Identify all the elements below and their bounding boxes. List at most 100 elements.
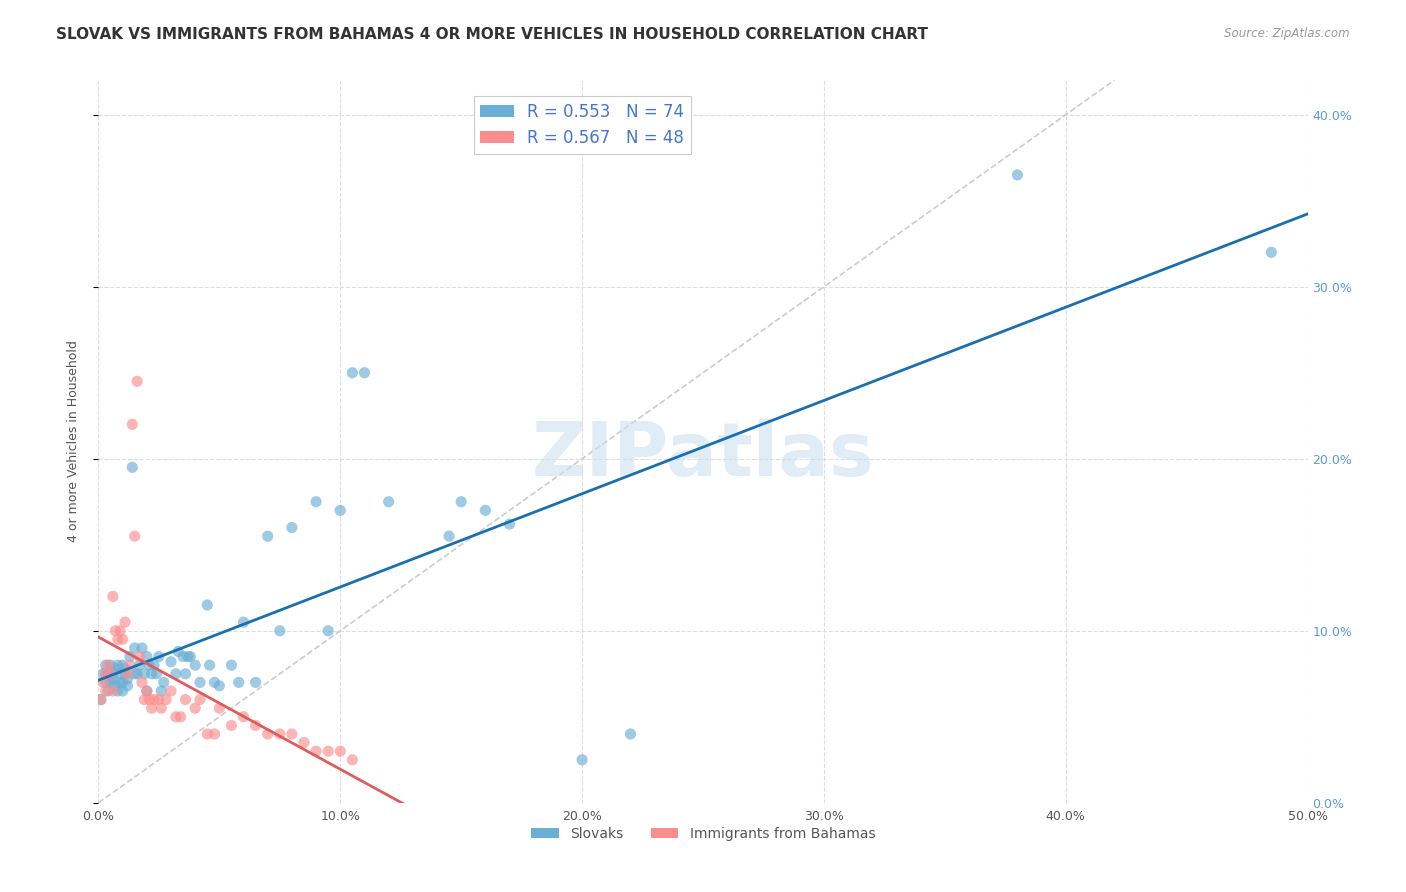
Point [174, 692, 197, 706]
Point [316, 744, 339, 758]
Point [91, 666, 114, 681]
Point [221, 658, 243, 673]
Point [184, 658, 207, 673]
Point [141, 666, 163, 681]
Point [128, 649, 150, 664]
Point [131, 640, 153, 655]
Point [179, 649, 201, 664]
Point [450, 494, 472, 508]
Text: SLOVAK VS IMMIGRANTS FROM BAHAMAS 4 OR MORE VEHICLES IN HOUSEHOLD CORRELATION CH: SLOVAK VS IMMIGRANTS FROM BAHAMAS 4 OR M… [56, 27, 928, 42]
Point [377, 494, 399, 508]
Point [1007, 168, 1029, 182]
Point [150, 701, 173, 715]
Point [108, 675, 131, 690]
Point [117, 672, 139, 686]
Point [329, 744, 352, 758]
Text: Source: ZipAtlas.com: Source: ZipAtlas.com [1225, 27, 1350, 40]
Point [152, 675, 174, 690]
Point [167, 644, 190, 658]
Point [204, 675, 226, 690]
Point [437, 529, 460, 543]
Point [204, 727, 226, 741]
Point [118, 649, 141, 664]
Point [101, 666, 124, 681]
Point [184, 701, 207, 715]
Point [111, 632, 134, 647]
Point [128, 658, 150, 673]
Point [97, 658, 120, 673]
Y-axis label: 4 or more Vehicles in Household: 4 or more Vehicles in Household [67, 341, 80, 542]
Point [145, 666, 167, 681]
Point [104, 624, 127, 638]
Point [121, 417, 143, 432]
Point [138, 692, 160, 706]
Point [100, 658, 122, 673]
Point [114, 666, 136, 681]
Point [114, 615, 136, 630]
Point [135, 684, 157, 698]
Point [165, 710, 187, 724]
Point [111, 684, 134, 698]
Point [232, 615, 254, 630]
Point [198, 658, 221, 673]
Point [111, 675, 134, 690]
Point [94, 658, 117, 673]
Point [97, 666, 120, 681]
Point [100, 666, 122, 681]
Point [107, 632, 129, 647]
Point [165, 666, 187, 681]
Point [342, 753, 364, 767]
Point [228, 675, 250, 690]
Point [127, 375, 149, 389]
Point [90, 692, 112, 706]
Point [94, 675, 117, 690]
Point [169, 710, 191, 724]
Point [269, 727, 291, 741]
Point [101, 590, 124, 604]
Point [256, 529, 278, 543]
Point [292, 735, 315, 749]
Point [143, 658, 166, 673]
Point [91, 675, 114, 690]
Point [1260, 245, 1282, 260]
Point [111, 658, 134, 673]
Point [269, 624, 291, 638]
Point [124, 640, 146, 655]
Point [90, 692, 112, 706]
Point [305, 494, 328, 508]
Point [208, 701, 231, 715]
Point [155, 692, 177, 706]
Legend: Slovaks, Immigrants from Bahamas: Slovaks, Immigrants from Bahamas [526, 822, 880, 847]
Point [124, 666, 146, 681]
Point [141, 701, 163, 715]
Point [305, 744, 328, 758]
Point [150, 684, 173, 698]
Point [188, 692, 211, 706]
Point [195, 727, 218, 741]
Point [195, 598, 218, 612]
Point [498, 517, 520, 532]
Point [160, 655, 183, 669]
Point [117, 666, 139, 681]
Point [94, 684, 117, 698]
Point [148, 649, 170, 664]
Point [256, 727, 278, 741]
Point [135, 684, 157, 698]
Point [245, 675, 267, 690]
Point [107, 658, 129, 673]
Point [143, 692, 166, 706]
Point [131, 675, 153, 690]
Point [342, 366, 364, 380]
Point [221, 718, 243, 732]
Point [100, 675, 122, 690]
Point [108, 624, 131, 638]
Point [121, 460, 143, 475]
Point [148, 692, 170, 706]
Point [281, 727, 304, 741]
Point [329, 503, 352, 517]
Point [97, 684, 120, 698]
Point [571, 753, 593, 767]
Point [117, 679, 139, 693]
Point [316, 624, 339, 638]
Text: ZIPatlas: ZIPatlas [531, 419, 875, 492]
